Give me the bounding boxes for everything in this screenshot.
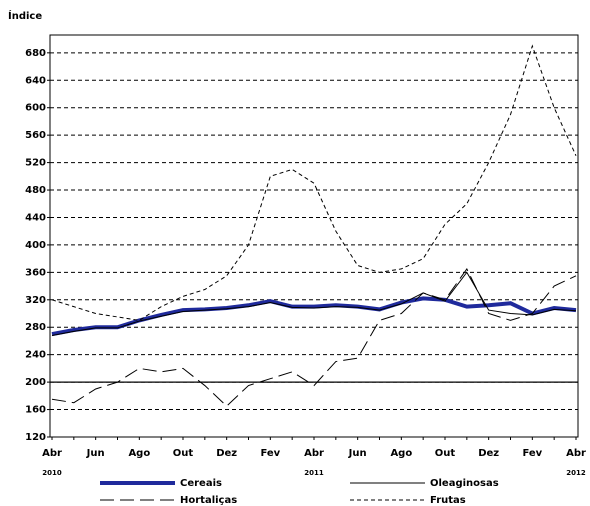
x-tick-label: Dez — [478, 448, 499, 459]
year-label: 2012 — [566, 469, 586, 477]
y-tick-label: 160 — [25, 405, 46, 416]
series-line — [51, 271, 577, 336]
legend-label: Frutas — [430, 495, 466, 506]
series-line — [51, 44, 577, 321]
y-tick-label: 240 — [25, 350, 46, 361]
x-tick-label: Dez — [216, 448, 237, 459]
x-tick-label: Ago — [128, 448, 150, 459]
y-tick-label: 320 — [25, 295, 46, 306]
x-tick-label: Jun — [86, 448, 105, 459]
y-tick-label: 440 — [25, 212, 46, 223]
x-tick-label: Ago — [390, 448, 412, 459]
year-label: 2010 — [42, 469, 62, 477]
x-tick-label: Fev — [522, 448, 542, 459]
y-axis-label: Índice — [8, 9, 42, 22]
y-tick-label: 280 — [25, 322, 46, 333]
y-tick-label: 640 — [25, 75, 46, 86]
y-tick-label: 120 — [25, 432, 46, 443]
legend-label: Hortaliças — [180, 495, 237, 506]
series-line — [51, 296, 577, 337]
x-tick-label: Abr — [566, 448, 586, 459]
series-line — [51, 267, 577, 407]
y-tick-label: 600 — [25, 103, 46, 114]
x-tick-label: Out — [435, 448, 456, 459]
x-tick-label: Jun — [348, 448, 367, 459]
y-tick-label: 560 — [25, 130, 46, 141]
y-tick-label: 480 — [25, 185, 46, 196]
plot-frame — [49, 34, 579, 438]
x-tick-label: Out — [173, 448, 194, 459]
y-tick-label: 520 — [25, 158, 46, 169]
legend-label: Cereais — [180, 478, 222, 489]
x-tick-label: Abr — [304, 448, 324, 459]
x-tick-label: Abr — [42, 448, 62, 459]
year-label: 2011 — [304, 469, 324, 477]
x-tick-label: Fev — [260, 448, 280, 459]
y-tick-label: 400 — [25, 240, 46, 251]
legend-label: Oleaginosas — [430, 478, 499, 489]
y-tick-label: 200 — [25, 377, 46, 388]
y-tick-label: 680 — [25, 48, 46, 59]
y-tick-label: 360 — [25, 267, 46, 278]
